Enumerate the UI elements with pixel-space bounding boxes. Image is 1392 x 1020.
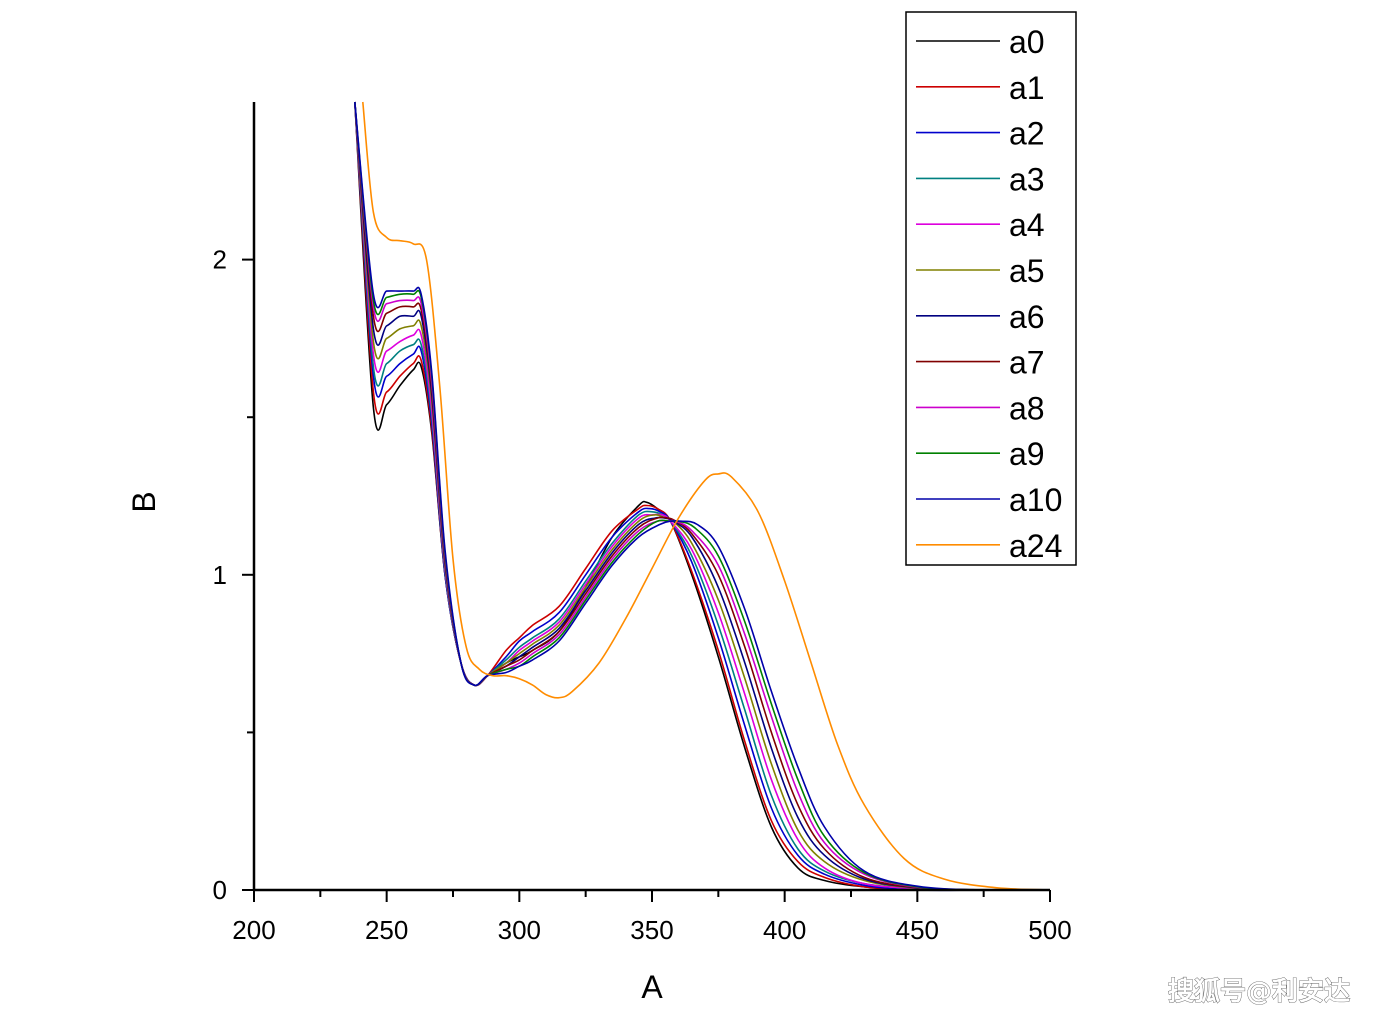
legend-label: a3: [1009, 161, 1045, 197]
legend-label: a4: [1009, 207, 1045, 243]
series-line-a6: [354, 101, 1051, 891]
x-tick-label: 250: [365, 915, 408, 945]
series-line-a8: [354, 101, 1051, 892]
legend-label: a5: [1009, 253, 1045, 289]
x-ticks: 200 250 300 350 400 450 500: [232, 890, 1072, 945]
x-tick-label: 300: [498, 915, 541, 945]
series-line-a3: [354, 101, 1051, 891]
series-line-a4: [354, 101, 1051, 891]
watermark-text: 搜狐号@利安达: [1168, 977, 1350, 1007]
x-tick-label: 500: [1028, 915, 1071, 945]
x-axis-title: A: [641, 969, 663, 1005]
legend-label: a7: [1009, 345, 1045, 381]
legend-label: a6: [1009, 299, 1045, 335]
series-line-a9: [354, 101, 1051, 892]
legend-label: a10: [1009, 482, 1062, 518]
legend-label: a24: [1009, 528, 1062, 564]
legend-label: a0: [1009, 24, 1045, 60]
legend-label: a8: [1009, 390, 1045, 426]
x-tick-label: 400: [763, 915, 806, 945]
legend-box: [905, 11, 1077, 566]
y-tick-label: 2: [213, 245, 227, 275]
series-line-a2: [354, 101, 1050, 892]
y-ticks: 0 1 2: [213, 245, 254, 905]
series-line-a0: [354, 101, 1050, 892]
legend-label: a2: [1009, 116, 1045, 152]
legend: a0 a1 a2 a3 a4 a5 a6 a7 a8 a9 a10 a24: [905, 11, 1077, 566]
legend-label: a1: [1009, 70, 1045, 106]
legend-label: a9: [1009, 436, 1045, 472]
series-line-a7: [354, 101, 1051, 891]
series-line-a1: [354, 101, 1050, 892]
legend-items: a0 a1 a2 a3 a4 a5 a6 a7 a8 a9 a10 a24: [916, 24, 1062, 564]
series-line-a10: [354, 101, 1051, 892]
series-line-a5: [354, 101, 1051, 891]
y-axis-title: B: [126, 491, 162, 512]
y-tick-label: 1: [213, 560, 227, 590]
x-tick-label: 200: [232, 915, 275, 945]
x-tick-label: 350: [630, 915, 673, 945]
x-tick-label: 450: [896, 915, 939, 945]
y-tick-label: 0: [213, 875, 227, 905]
plot-lines: [354, 101, 1051, 892]
series-line-a24: [362, 101, 1051, 891]
